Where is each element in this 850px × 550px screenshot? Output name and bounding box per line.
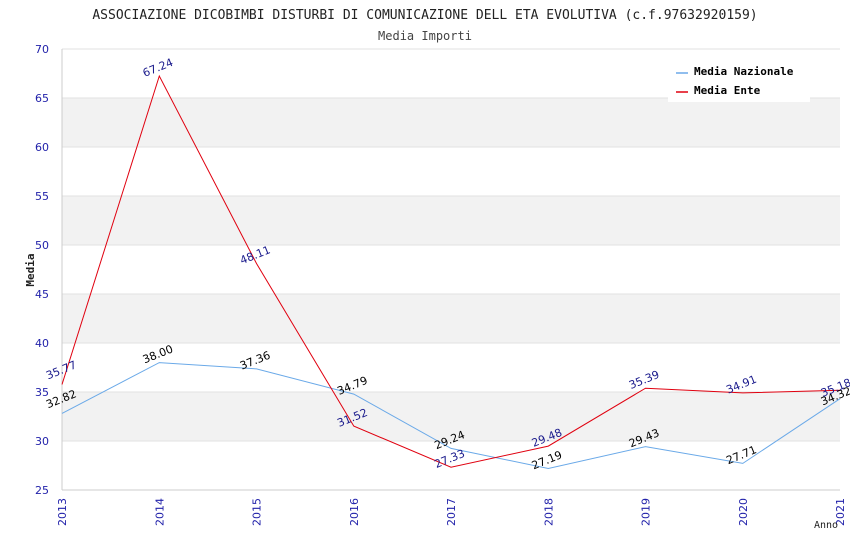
band xyxy=(62,343,840,392)
y-tick-label: 60 xyxy=(35,141,49,154)
x-axis-label: Anno xyxy=(814,520,838,531)
x-tick-label: 2018 xyxy=(542,498,555,526)
y-axis-label: Media xyxy=(24,253,37,286)
x-tick-label: 2019 xyxy=(640,498,653,526)
band xyxy=(62,441,840,490)
legend-label-media-nazionale: Media Nazionale xyxy=(694,65,794,78)
x-tick-label: 2015 xyxy=(251,498,264,526)
series-line-media-nazionale xyxy=(61,362,841,470)
x-tick-label: 2020 xyxy=(737,498,750,526)
x-tick-label: 2021 xyxy=(834,498,847,526)
series-lines xyxy=(61,74,841,470)
chart-title: ASSOCIAZIONE DICOBIMBI DISTURBI DI COMUN… xyxy=(92,8,757,23)
x-tick-label: 2017 xyxy=(445,498,458,526)
y-tick-label: 45 xyxy=(35,288,49,301)
legend-box xyxy=(668,58,810,102)
series-line-media-ente xyxy=(61,74,841,468)
band xyxy=(62,196,840,245)
y-tick-label: 35 xyxy=(35,386,49,399)
y-tick-label: 50 xyxy=(35,239,49,252)
legend-label-media-ente: Media Ente xyxy=(694,84,761,97)
legend: Media Nazionale Media Ente xyxy=(668,58,810,102)
y-tick-label: 40 xyxy=(35,337,49,350)
x-tick-label: 2013 xyxy=(56,498,69,526)
band xyxy=(62,245,840,294)
band xyxy=(62,392,840,441)
y-tick-label: 55 xyxy=(35,190,49,203)
x-tick-label: 2016 xyxy=(348,498,361,526)
band xyxy=(62,294,840,343)
y-tick-labels: 25 30 35 40 45 50 55 60 65 70 xyxy=(35,43,49,497)
x-tick-labels: 2013 2014 2015 2016 2017 2018 2019 2020 2021 xyxy=(56,498,847,526)
gridlines xyxy=(62,48,840,442)
band xyxy=(62,147,840,196)
y-tick-label: 25 xyxy=(35,484,49,497)
y-tick-label: 70 xyxy=(35,43,49,56)
y-tick-label: 65 xyxy=(35,92,49,105)
axes xyxy=(61,49,840,491)
y-tick-label: 30 xyxy=(35,435,49,448)
x-tick-label: 2014 xyxy=(153,498,166,526)
band xyxy=(62,98,840,147)
chart-subtitle: Media Importi xyxy=(378,29,472,43)
background-bands xyxy=(62,49,840,490)
